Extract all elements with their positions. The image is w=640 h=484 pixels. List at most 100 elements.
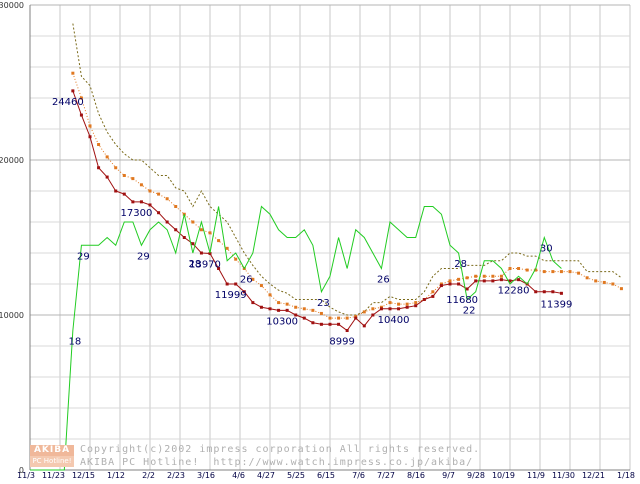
point-minimum-price [277, 308, 281, 312]
x-tick-label: 12/15 [72, 471, 95, 480]
count-data-label: 29 [137, 251, 150, 262]
point-average-price [534, 268, 538, 272]
point-minimum-price [114, 189, 118, 193]
point-minimum-price [465, 287, 469, 291]
point-minimum-price [345, 329, 349, 333]
point-minimum-price [311, 321, 315, 325]
point-minimum-price [88, 135, 92, 139]
point-minimum-price [268, 307, 272, 311]
point-average-price [388, 301, 392, 305]
point-average-price [619, 287, 623, 291]
y-tick-label: 20000 [0, 156, 24, 165]
point-average-price [199, 228, 203, 232]
point-minimum-price [242, 290, 246, 294]
point-average-price [474, 274, 478, 278]
point-minimum-price [182, 236, 186, 239]
point-minimum-price [122, 192, 126, 196]
point-average-price [448, 279, 452, 283]
point-minimum-price [234, 282, 238, 286]
count-data-label: 26 [240, 275, 253, 286]
x-tick-label: 10/19 [492, 471, 515, 480]
x-tick-label: 4/6 [232, 471, 245, 480]
point-minimum-price [499, 278, 503, 282]
point-average-price [439, 282, 443, 286]
point-average-price [379, 305, 383, 309]
point-average-price [431, 290, 435, 294]
y-tick-label: 10000 [0, 311, 24, 320]
x-tick-label: 11/3 [17, 471, 35, 480]
point-minimum-price [414, 304, 418, 308]
point-minimum-price [457, 282, 461, 286]
point-average-price [499, 274, 503, 278]
x-tick-label: 4/27 [257, 471, 275, 480]
point-average-price [191, 220, 195, 224]
logo-bottom-text: PC Hotline! [30, 456, 74, 467]
count-data-label: 26 [377, 275, 390, 286]
x-tick-label: 9/28 [467, 471, 485, 480]
point-average-price [405, 302, 409, 306]
price-data-label: 12280 [498, 286, 530, 297]
price-data-label: 24460 [52, 97, 84, 108]
point-average-price [88, 124, 92, 128]
count-data-label: 29 [77, 251, 90, 262]
point-minimum-price [199, 251, 203, 255]
point-average-price [285, 302, 289, 306]
point-average-price [208, 231, 212, 235]
count-data-label: 23 [317, 298, 330, 309]
point-average-price [354, 315, 358, 319]
x-tick-label: 5/25 [287, 471, 305, 480]
point-average-price [105, 155, 109, 159]
point-minimum-price [517, 278, 521, 282]
point-average-price [302, 307, 306, 311]
point-minimum-price [79, 113, 83, 117]
point-minimum-price [397, 307, 401, 311]
point-average-price [97, 143, 101, 146]
point-minimum-price [491, 279, 495, 283]
y-tick-label: 30000 [0, 1, 24, 10]
count-data-label: 18 [68, 337, 81, 348]
point-average-price [414, 301, 418, 305]
point-average-price [568, 270, 572, 274]
point-minimum-price [225, 282, 229, 286]
point-average-price [174, 205, 178, 208]
point-minimum-price [217, 267, 221, 270]
akiba-logo: AKIBA PC Hotline! [30, 445, 74, 467]
copyright-line-2: AKIBA PC Hotline! http://www.watch.impre… [80, 457, 474, 468]
point-average-price [345, 316, 349, 320]
point-average-price [482, 274, 486, 278]
point-average-price [79, 96, 83, 100]
point-minimum-price [105, 175, 109, 179]
point-average-price [148, 189, 152, 193]
point-average-price [517, 267, 521, 270]
point-minimum-price [542, 290, 546, 294]
x-tick-label: 2/2 [142, 471, 155, 480]
point-minimum-price [371, 313, 375, 317]
count-data-label: 30 [540, 244, 553, 255]
x-tick-label: 3/16 [197, 471, 215, 480]
point-minimum-price [139, 200, 143, 204]
count-data-label: 22 [463, 306, 476, 317]
point-minimum-price [422, 298, 426, 301]
x-tick-label: 11/23 [42, 471, 65, 480]
point-average-price [122, 174, 126, 177]
point-average-price [251, 277, 255, 281]
point-minimum-price [148, 203, 152, 207]
series-line-max-price [72, 23, 622, 316]
point-average-price [131, 177, 135, 181]
point-minimum-price [482, 279, 486, 283]
point-average-price [157, 192, 161, 196]
x-tick-label: 6/15 [317, 471, 335, 480]
point-minimum-price [294, 313, 298, 317]
point-minimum-price [354, 316, 358, 320]
point-minimum-price [165, 220, 169, 224]
point-average-price [311, 308, 315, 312]
grid [29, 4, 631, 471]
point-minimum-price [251, 301, 255, 305]
point-average-price [397, 302, 401, 306]
x-tick-label: 9/7 [442, 471, 455, 480]
point-minimum-price [191, 242, 195, 246]
point-average-price [114, 166, 118, 170]
point-average-price [602, 280, 606, 284]
point-minimum-price [337, 322, 341, 326]
